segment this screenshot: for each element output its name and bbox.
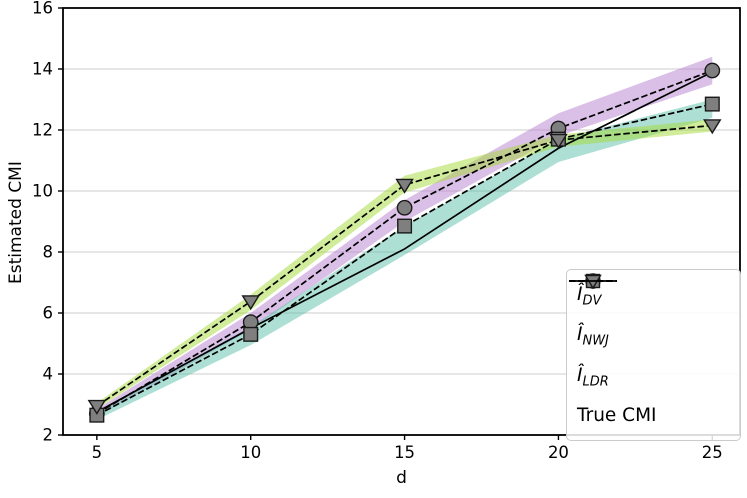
legend-item-true-cmi: True CMI (569, 280, 730, 427)
x-tick-label-15: 15 (394, 443, 415, 462)
i-nwj-line (96, 103, 713, 416)
legend-sample-true-cmi (569, 280, 617, 282)
y-tick-label-4: 4 (43, 365, 54, 384)
i-ldr-line (96, 124, 713, 407)
i-dv-line (96, 69, 713, 415)
legend-label-i-dv: ÎDV (577, 283, 602, 309)
true-cmi-line (96, 71, 713, 413)
x-tick-label-5: 5 (92, 443, 103, 462)
y-tick-label-14: 14 (32, 60, 53, 79)
x-axis-label: d (396, 468, 407, 488)
i-ldr-marker (395, 178, 414, 194)
i-nwj-marker (243, 326, 259, 342)
i-ldr-marker (703, 119, 722, 135)
i-ldr-band (96, 119, 713, 410)
y-tick-label-10: 10 (32, 182, 53, 201)
axes-spines (62, 7, 741, 436)
x-tick-label-20: 20 (548, 443, 569, 462)
legend: ÎDV ÎNWJ ÎLDR True CMI (566, 269, 741, 441)
legend-item-i-ldr: ÎLDR (569, 274, 730, 390)
x-tick-label-10: 10 (240, 443, 261, 462)
legend-label-true-cmi: True CMI (577, 405, 657, 427)
y-tick-label-2: 2 (43, 426, 54, 445)
i-ldr-marker (549, 133, 568, 149)
y-tick-label-6: 6 (43, 304, 54, 323)
y-tick-label-16: 16 (32, 0, 53, 18)
i-ldr-marker (87, 399, 107, 415)
legend-label-i-nwj: ÎNWJ (577, 324, 609, 349)
i-nwj-marker (397, 218, 413, 234)
i-dv-marker (704, 62, 721, 79)
legend-label-i-ldr: ÎLDR (577, 364, 609, 390)
i-nwj-marker (704, 96, 720, 112)
i-dv-marker (396, 199, 413, 216)
x-tick-label-25: 25 (702, 443, 723, 462)
y-tick-label-8: 8 (43, 243, 54, 262)
y-axis-label: Estimated CMI (6, 161, 26, 284)
legend-item-i-nwj: ÎNWJ (569, 273, 730, 349)
y-tick-label-12: 12 (32, 121, 53, 140)
i-ldr-marker (241, 295, 260, 311)
